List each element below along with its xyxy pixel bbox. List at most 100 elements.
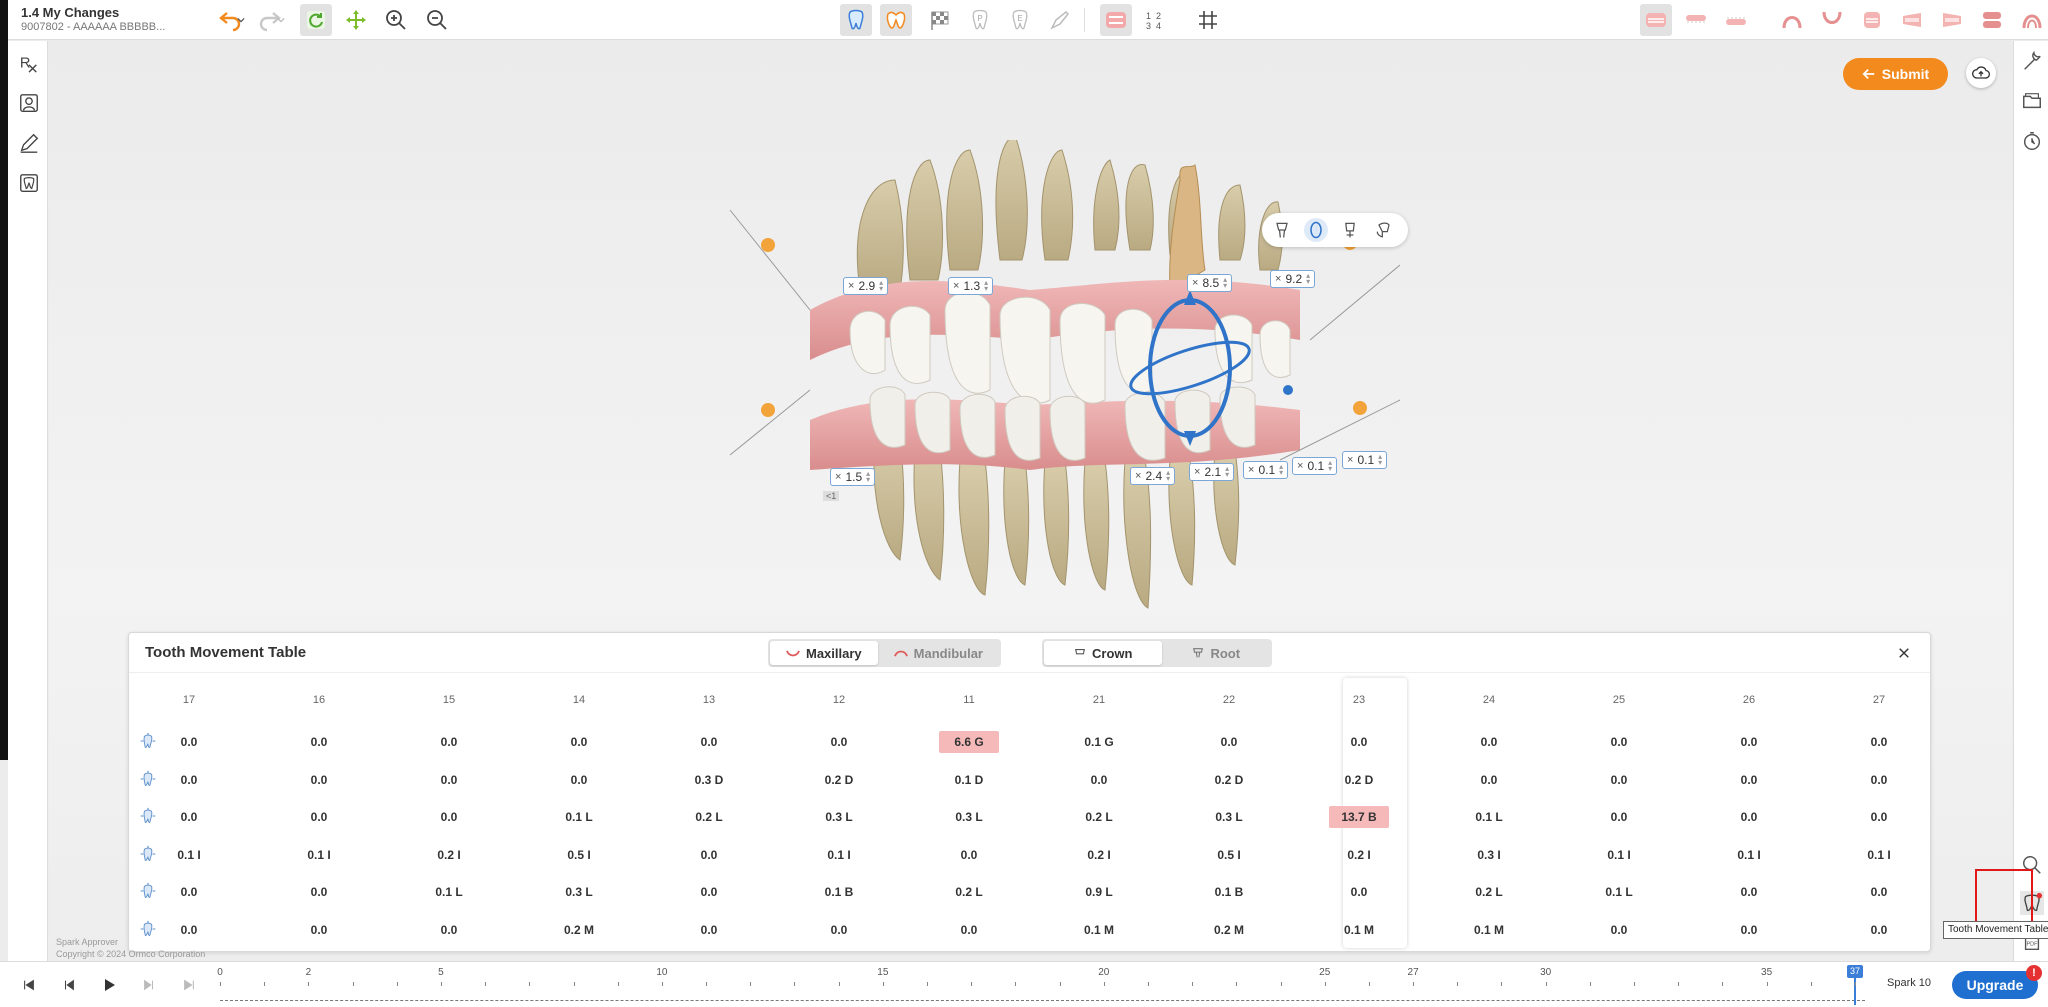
measurement-callout[interactable]: × 8.5 ▴ ▾ <box>1187 274 1233 292</box>
timeline-tick <box>1457 982 1459 986</box>
timeline-step-label[interactable]: 25 <box>1319 967 1331 978</box>
tooth-number-header[interactable]: 27 <box>1872 694 1886 706</box>
gum-view-button[interactable] <box>880 4 912 36</box>
tooth-number-header[interactable]: 12 <box>832 694 846 706</box>
folder-button[interactable] <box>2020 89 2044 113</box>
measurement-callout[interactable]: × 1.5 ▴ ▾ <box>830 468 876 486</box>
movement-value-cell: 0.0 <box>1870 772 1888 787</box>
move-button[interactable] <box>340 4 372 36</box>
measurement-callout[interactable]: × 2.9 ▴ ▾ <box>843 277 889 295</box>
tip-tool-button[interactable] <box>1372 218 1396 242</box>
crown-tool-button[interactable] <box>1270 218 1294 242</box>
checkered-flag-button[interactable] <box>924 4 956 36</box>
timeline-step-label[interactable]: 30 <box>1540 967 1552 978</box>
tooth-number-header[interactable]: 26 <box>1742 694 1756 706</box>
patient-button[interactable] <box>17 91 41 115</box>
undo-icon <box>219 12 241 32</box>
prev-step-button[interactable] <box>58 974 80 996</box>
pen-tooth-button[interactable] <box>1044 4 1076 36</box>
grid-button[interactable] <box>1192 4 1224 36</box>
chevron-down-icon <box>277 17 285 23</box>
measurement-value: 1.3 <box>963 279 981 293</box>
close-table-button[interactable] <box>1894 643 1914 663</box>
timeline-step-label[interactable]: 0 <box>217 967 223 978</box>
timer-button[interactable] <box>2020 129 2044 153</box>
timeline-track[interactable]: 37 0 2 5 10 15 20 25 27 30 35 <box>217 965 1865 1005</box>
view-right-button[interactable] <box>1856 4 1888 36</box>
next-step-button[interactable] <box>138 974 160 996</box>
tooth-number-header[interactable]: 17 <box>182 694 196 706</box>
tooth-number-header[interactable]: 15 <box>442 694 456 706</box>
timeline-step-label[interactable]: 5 <box>438 967 444 978</box>
measurement-callout[interactable]: × 0.1 ▴ ▾ <box>1292 457 1338 475</box>
view-open-button[interactable] <box>1976 4 2008 36</box>
tooth-number-header[interactable]: 14 <box>572 694 586 706</box>
tooth-chart-button[interactable] <box>17 171 41 195</box>
teeth-model[interactable] <box>700 140 1420 620</box>
measurement-callout[interactable]: × 9.2 ▴ ▾ <box>1270 270 1316 288</box>
measurement-callout[interactable]: × 2.4 ▴ ▾ <box>1130 467 1176 485</box>
refresh-button[interactable] <box>300 4 332 36</box>
tooth-number-header[interactable]: 23 <box>1352 694 1366 706</box>
measurement-callout[interactable]: × 0.1 ▴ ▾ <box>1243 461 1289 479</box>
edit-button[interactable] <box>17 131 41 155</box>
tab-root[interactable]: Root <box>1162 641 1270 665</box>
tooth-number-header[interactable]: 24 <box>1482 694 1496 706</box>
play-button[interactable] <box>98 974 120 996</box>
buccal-lingual-icon <box>137 805 159 827</box>
measurement-callout[interactable]: × 1.3 ▴ ▾ <box>948 277 994 295</box>
first-step-button[interactable] <box>18 974 40 996</box>
tooth-number-header[interactable]: 11 <box>963 694 975 706</box>
e-tooth-button[interactable]: E <box>1004 4 1036 36</box>
tooth-number-header[interactable]: 21 <box>1092 694 1106 706</box>
measurement-callout[interactable]: × 2.1 ▴ ▾ <box>1189 463 1235 481</box>
view-front-button[interactable] <box>1640 4 1672 36</box>
last-step-button[interactable] <box>178 974 200 996</box>
view-occlusal-upper-button[interactable] <box>1776 4 1808 36</box>
tooth-number-header[interactable]: 13 <box>702 694 716 706</box>
undo-button[interactable] <box>214 4 246 36</box>
movement-value-cell: 0.2 I <box>437 847 461 862</box>
upgrade-button[interactable]: Upgrade <box>1952 971 2038 999</box>
timeline-step-label[interactable]: 10 <box>656 967 668 978</box>
view-back-button[interactable] <box>1936 4 1968 36</box>
tab-mandibular[interactable]: Mandibular <box>878 641 999 665</box>
view-split-button[interactable] <box>2016 4 2048 36</box>
zoom-out-button[interactable] <box>421 4 453 36</box>
view-upper-button[interactable] <box>1680 4 1712 36</box>
redo-dropdown-button[interactable] <box>274 4 288 36</box>
timeline-step-label[interactable]: 27 <box>1407 967 1419 978</box>
tooth-number-header[interactable]: 25 <box>1612 694 1626 706</box>
prescription-icon: R <box>20 56 37 73</box>
timeline-step-label[interactable]: 35 <box>1761 967 1773 978</box>
submit-button[interactable]: Submit <box>1843 58 1948 90</box>
chevron-down-icon <box>237 17 245 23</box>
timeline-step-label[interactable]: 15 <box>877 967 889 978</box>
prescription-button[interactable]: R <box>17 51 41 75</box>
timeline-step-label[interactable]: 2 <box>305 967 312 978</box>
timeline-tick <box>838 982 840 986</box>
tab-crown[interactable]: Crown <box>1044 641 1163 665</box>
tooth-view-button[interactable] <box>840 4 872 36</box>
measurement-callout[interactable]: × 0.1 ▴ ▾ <box>1342 451 1388 469</box>
torque-tool-button[interactable] <box>1338 218 1362 242</box>
view-lower-button[interactable] <box>1720 4 1752 36</box>
timeline-tick <box>440 982 442 986</box>
zoom-in-button[interactable] <box>380 4 412 36</box>
tooth-movement-table-icon <box>2024 892 2043 912</box>
timeline-current-step[interactable]: 37 <box>1847 965 1863 978</box>
view-left-button[interactable] <box>1896 4 1928 36</box>
timeline-step-label[interactable]: 20 <box>1098 967 1110 978</box>
tooth-number-header[interactable]: 16 <box>312 694 326 706</box>
view-occlusal-lower-button[interactable] <box>1816 4 1848 36</box>
full-arch-view-button[interactable] <box>1100 4 1132 36</box>
cloud-upload-button[interactable] <box>1966 58 1996 88</box>
p-tooth-button[interactable]: P <box>964 4 996 36</box>
tab-maxillary[interactable]: Maxillary <box>770 641 878 665</box>
redo-button[interactable] <box>254 4 286 36</box>
tooth-number-header[interactable]: 22 <box>1222 694 1236 706</box>
tools-button[interactable] <box>2020 49 2044 73</box>
undo-dropdown-button[interactable] <box>234 4 248 36</box>
rotate-tool-button[interactable] <box>1304 218 1328 242</box>
